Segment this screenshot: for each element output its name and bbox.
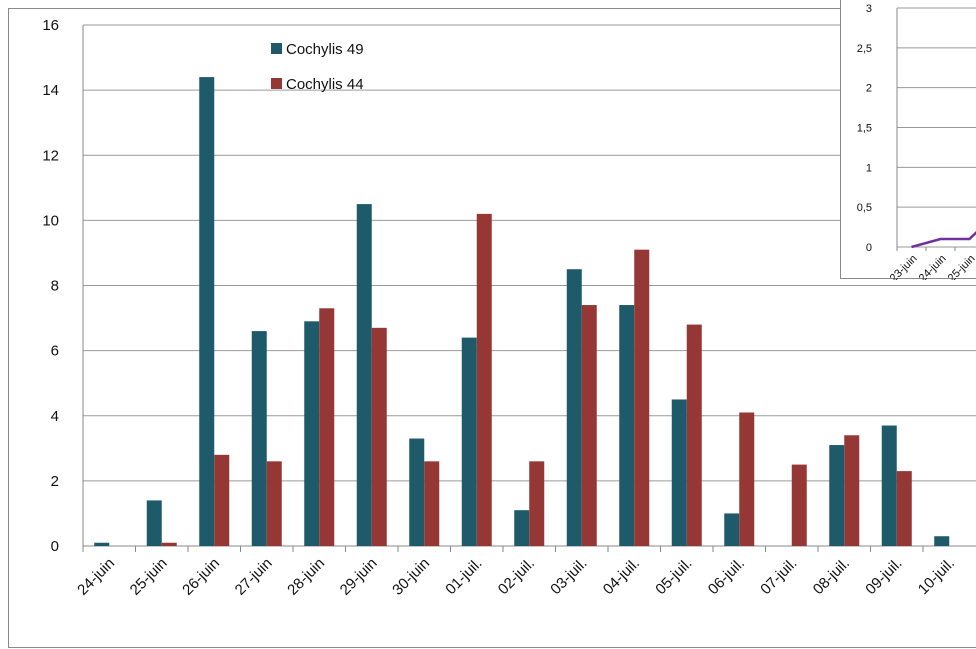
inset-series-line	[912, 211, 976, 247]
bar	[252, 331, 267, 546]
bar	[634, 250, 649, 546]
bar	[267, 461, 282, 546]
bar	[724, 513, 739, 546]
x-tick-label: 10-juil.	[915, 555, 958, 598]
inset-x-tick-label: 25-juin	[946, 253, 976, 280]
x-tick-label: 03-juil.	[547, 555, 590, 598]
y-tick-label: 12	[42, 147, 59, 164]
x-tick-label: 30-juin	[389, 555, 433, 599]
inset-y-tick-label: 1	[866, 162, 872, 174]
y-tick-label: 16	[42, 17, 59, 34]
bar	[687, 325, 702, 546]
bar	[844, 435, 859, 546]
x-tick-label: 08-juil.	[810, 555, 853, 598]
x-tick-label: 02-juil.	[495, 555, 538, 598]
inset-y-tick-label: 0,5	[857, 202, 872, 214]
bar	[214, 455, 229, 546]
y-tick-label: 10	[42, 212, 59, 229]
legend-swatch	[271, 78, 282, 89]
x-tick-label: 24-juin	[74, 555, 118, 599]
bar	[199, 77, 214, 546]
x-tick-label: 27-juin	[232, 555, 276, 599]
inset-y-tick-label: 3	[866, 3, 872, 15]
bar	[94, 543, 109, 546]
bar	[619, 305, 634, 546]
x-tick-label: 29-juin	[337, 555, 381, 599]
y-tick-label: 8	[51, 278, 59, 295]
x-tick-label: 28-juin	[284, 555, 328, 599]
bar	[409, 439, 424, 546]
x-tick-label: 04-juil.	[600, 555, 643, 598]
x-tick-label: 25-juin	[127, 555, 171, 599]
x-tick-label: 26-juin	[179, 555, 223, 599]
inset-line-chart: 00,511,522,5323-juin24-juin25-juin26-jui…	[841, 0, 976, 280]
legend-label: Cochylis 49	[286, 41, 364, 58]
bar	[462, 338, 477, 546]
legend-swatch	[271, 43, 282, 54]
y-tick-label: 6	[51, 343, 59, 360]
bar	[319, 308, 334, 546]
bar	[739, 412, 754, 546]
x-tick-label: 05-juil.	[652, 555, 695, 598]
legend-label: Cochylis 44	[286, 76, 364, 93]
inset-y-tick-label: 0	[866, 242, 872, 254]
bar	[372, 328, 387, 546]
y-tick-label: 14	[42, 82, 59, 99]
bar	[514, 510, 529, 546]
bar	[304, 321, 319, 546]
inset-x-tick-label: 23-juin	[888, 253, 920, 280]
inset-y-tick-label: 2,5	[857, 43, 872, 55]
x-tick-label: 06-juil.	[705, 555, 748, 598]
x-tick-label: 07-juil.	[757, 555, 800, 598]
inset-line-chart-panel: 00,511,522,5323-juin24-juin25-juin26-jui…	[840, 0, 976, 279]
bar	[147, 500, 162, 546]
y-tick-label: 2	[51, 473, 59, 490]
bar	[672, 399, 687, 546]
y-tick-label: 4	[51, 408, 59, 425]
bar	[897, 471, 912, 546]
inset-x-tick-label: 24-juin	[917, 253, 949, 280]
bar	[477, 214, 492, 546]
bar	[882, 426, 897, 546]
bar	[792, 465, 807, 546]
x-tick-label: 01-juil.	[442, 555, 485, 598]
bar	[162, 543, 177, 546]
y-tick-label: 0	[51, 538, 59, 555]
bar	[934, 536, 949, 546]
inset-y-tick-label: 1,5	[857, 123, 872, 135]
bar	[424, 461, 439, 546]
bar	[829, 445, 844, 546]
inset-y-tick-label: 2	[866, 83, 872, 95]
bar	[582, 305, 597, 546]
bar	[567, 269, 582, 546]
bar	[529, 461, 544, 546]
x-tick-label: 09-juil.	[862, 555, 905, 598]
bar	[357, 204, 372, 546]
